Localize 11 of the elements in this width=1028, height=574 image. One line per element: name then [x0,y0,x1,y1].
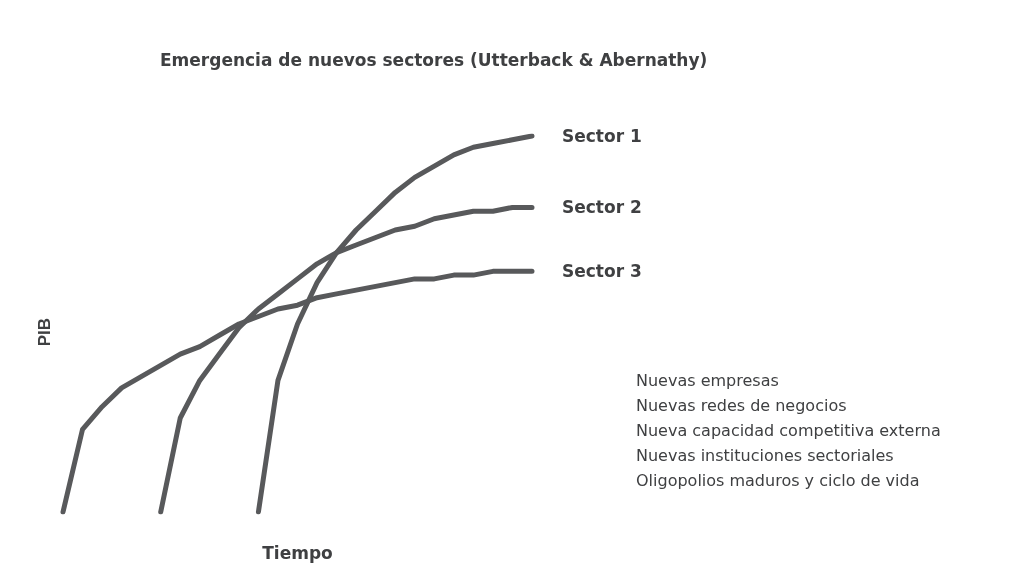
y-axis-title: PIB [35,318,54,347]
text: Nueva capacidad competitiva externa [636,420,941,440]
series-label: Sector 2 [562,197,642,218]
x-axis-title: Tiempo [262,542,333,563]
series-label: Sector 3 [562,261,642,282]
text: Nuevas instituciones sectoriales [636,445,894,465]
text: Oligopolios maduros y ciclo de vida [636,470,920,490]
text: Nuevas empresas [636,370,779,390]
text: Nuevas redes de negocios [636,395,847,415]
series-label: Sector 1 [562,126,642,146]
chart-title: Emergencia de nuevos sectores (Utterback & Abernathy) [160,49,708,70]
